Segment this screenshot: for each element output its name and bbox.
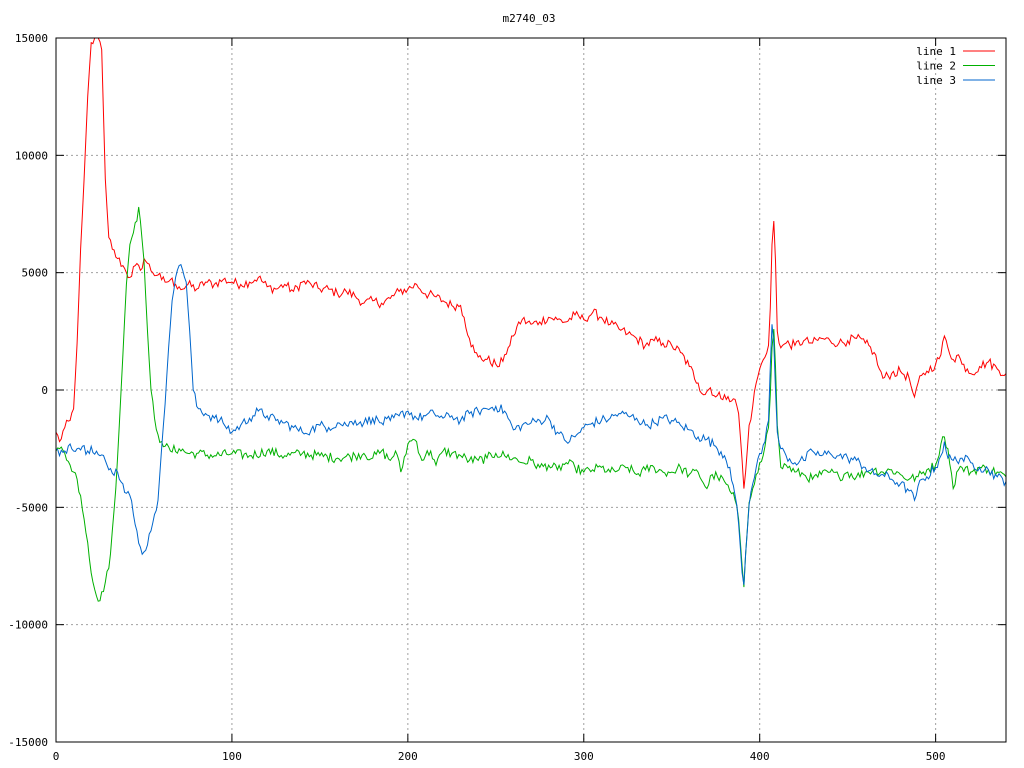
y-tick-label: 5000 [22, 267, 49, 280]
x-tick-label: 300 [574, 750, 594, 763]
series-line-3 [56, 263, 1006, 585]
y-tick-label: 10000 [15, 149, 48, 162]
series-line-2 [56, 206, 1006, 602]
series-lines [56, 38, 1006, 602]
plot-frame [55, 37, 1007, 743]
x-tick-label: 400 [750, 750, 770, 763]
legend-label-2: line 2 [916, 60, 956, 73]
y-tick-label: -15000 [8, 736, 48, 749]
legend-label-1: line 1 [916, 45, 956, 58]
y-tick-label: -10000 [8, 619, 48, 632]
x-tick-label: 500 [926, 750, 946, 763]
chart-title: m2740_03 [503, 12, 556, 25]
x-tick-label: 200 [398, 750, 418, 763]
y-tick-label: 0 [41, 384, 48, 397]
legend-label-3: line 3 [916, 74, 956, 87]
x-tick-label: 0 [53, 750, 60, 763]
x-tick-label: 100 [222, 750, 242, 763]
series-line-1 [56, 38, 1006, 489]
y-tick-label: -5000 [15, 501, 48, 514]
grid [56, 38, 1006, 742]
axis-ticks: -15000 -10000 -5000 0 5000 10000 15000 0 100 200 3… [8, 32, 1006, 763]
y-tick-label: 15000 [15, 32, 48, 45]
